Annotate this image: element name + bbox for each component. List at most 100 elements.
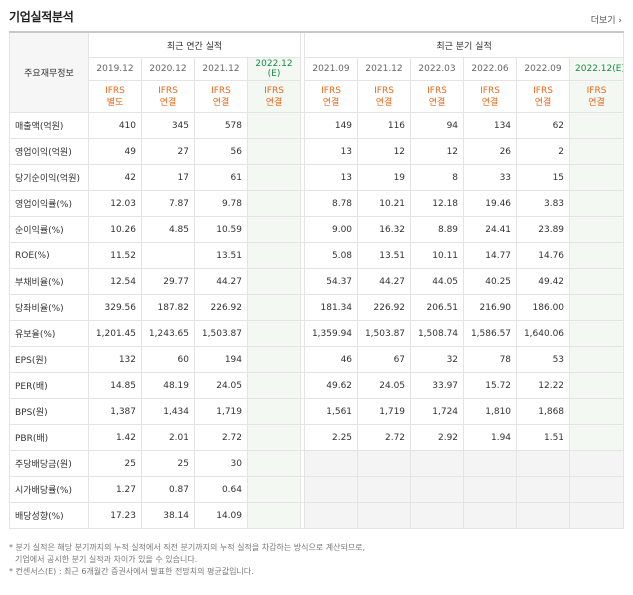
table-row: PER(배) 14.85 48.19 24.05 49.62 24.05 33.97 15.7…: [9, 372, 625, 399]
quarterly-value: 2: [516, 138, 571, 165]
annual-value: 410: [88, 112, 142, 139]
annual-value: 25: [88, 450, 142, 477]
quarterly-value: 206.51: [410, 294, 465, 321]
table-row: 영업이익(억원) 49 27 56 13 12 12 26 2: [9, 138, 625, 165]
quarterly-value: 23.89: [516, 216, 571, 243]
annual-value: [246, 502, 302, 529]
quarterly-value: 12.22: [516, 372, 571, 399]
more-link[interactable]: 더보기 ›: [590, 16, 622, 26]
standard-header: IFRS 연결: [463, 80, 518, 113]
quarterly-value: 94: [410, 112, 465, 139]
table-row: 유보율(%) 1,201.45 1,243.65 1,503.87 1,359.94 1,…: [9, 320, 625, 347]
quarterly-empty-cell: [463, 476, 518, 503]
standard-label: IFRS: [158, 85, 178, 96]
corner-header: 주요재무정보: [9, 31, 89, 113]
period-row: 2019.12 2020.12 2021.12 2022.12 (E) 2021.09 20…: [10, 57, 625, 81]
quarterly-empty-cell: [410, 502, 465, 529]
standard-label: IFRS: [211, 85, 231, 96]
row-label: 부채비율(%): [9, 268, 89, 295]
standard-label: IFRS: [480, 85, 500, 96]
annual-value: 44.27: [194, 268, 248, 295]
annual-value: 38.14: [141, 502, 195, 529]
consolidation-label: 연결: [159, 97, 177, 108]
quarterly-empty-cell: [304, 450, 359, 477]
annual-value: 578: [194, 112, 248, 139]
quarterly-value: [569, 242, 625, 269]
annual-value: [246, 242, 302, 269]
annual-value: [246, 372, 302, 399]
period-header: 2022.06: [463, 57, 518, 81]
quarterly-value: 181.34: [304, 294, 359, 321]
table-row: 영업이익률(%) 12.03 7.87 9.78 8.78 10.21 12.18 19.46…: [9, 190, 625, 217]
consolidation-label: 연결: [212, 97, 230, 108]
standard-label: IFRS: [374, 85, 394, 96]
row-label: ROE(%): [9, 242, 89, 269]
quarterly-value: 33: [463, 164, 518, 191]
row-label: 당좌비율(%): [9, 294, 89, 321]
quarterly-value: [569, 216, 625, 243]
period-header: 2022.12(E): [569, 57, 625, 81]
table-row: 순이익률(%) 10.26 4.85 10.59 9.00 16.32 8.89 24.41 2…: [9, 216, 625, 243]
quarterly-value: 1,586.57: [463, 320, 518, 347]
period-header: 2021.09: [304, 57, 359, 81]
quarterly-value: 78: [463, 346, 518, 373]
quarterly-value: 8.89: [410, 216, 465, 243]
annual-value: 56: [194, 138, 248, 165]
quarterly-value: 44.27: [357, 268, 412, 295]
quarterly-value: 226.92: [357, 294, 412, 321]
quarterly-value: 2.92: [410, 424, 465, 451]
row-label: PER(배): [9, 372, 89, 399]
standard-label: IFRS: [264, 85, 284, 96]
row-label: 시가배당률(%): [9, 476, 89, 503]
quarterly-value: 1,640.06: [516, 320, 571, 347]
quarterly-empty-cell: [357, 502, 412, 529]
annual-value: 1,434: [141, 398, 195, 425]
annual-value: [246, 450, 302, 477]
quarterly-empty-cell: [516, 502, 571, 529]
annual-value: [246, 346, 302, 373]
quarterly-value: 116: [357, 112, 412, 139]
quarterly-value: 9.00: [304, 216, 359, 243]
annual-value: 2.01: [141, 424, 195, 451]
quarterly-empty-cell: [357, 476, 412, 503]
annual-value: 1,503.87: [194, 320, 248, 347]
quarterly-value: 13.51: [357, 242, 412, 269]
quarterly-value: 1,810: [463, 398, 518, 425]
quarterly-value: 14.77: [463, 242, 518, 269]
table-row: 시가배당률(%) 1.27 0.87 0.64: [9, 476, 625, 503]
annual-value: 329.56: [88, 294, 142, 321]
annual-value: [141, 242, 195, 269]
quarterly-value: 2.72: [357, 424, 412, 451]
consolidation-label: 연결: [534, 97, 552, 108]
table-row: BPS(원) 1,387 1,434 1,719 1,561 1,719 1,724 1,81…: [9, 398, 625, 425]
period-label: 2021.12: [365, 64, 403, 74]
quarterly-value: 40.25: [463, 268, 518, 295]
standard-label: IFRS: [427, 85, 447, 96]
period-header: 2022.09: [516, 57, 571, 81]
table-row: PBR(배) 1.42 2.01 2.72 2.25 2.72 2.92 1.94 1.51: [9, 424, 625, 451]
annual-value: 1.42: [88, 424, 142, 451]
annual-value: [246, 216, 302, 243]
row-label: BPS(원): [9, 398, 89, 425]
annual-value: [246, 138, 302, 165]
table-body: 매출액(억원) 410 345 578 149 116 94 134 62 영업이익(억원) 49 2…: [9, 112, 625, 529]
consolidation-label: 연결: [265, 97, 283, 108]
annual-value: [246, 294, 302, 321]
period-label: 2022.09: [524, 64, 562, 74]
annual-value: 49: [88, 138, 142, 165]
annual-value: 14.09: [194, 502, 248, 529]
quarterly-value: [569, 346, 625, 373]
quarterly-empty-cell: [516, 476, 571, 503]
quarterly-value: 10.11: [410, 242, 465, 269]
annual-value: [246, 398, 302, 425]
quarterly-value: [569, 112, 625, 139]
quarterly-value: 12.18: [410, 190, 465, 217]
annual-value: 12.54: [88, 268, 142, 295]
table-row: 배당성향(%) 17.23 38.14 14.09: [9, 502, 625, 529]
period-label: 2022.06: [471, 64, 509, 74]
annual-value: 1.27: [88, 476, 142, 503]
quarterly-value: [569, 372, 625, 399]
annual-value: [246, 164, 302, 191]
quarterly-value: 13: [304, 138, 359, 165]
quarterly-value: 33.97: [410, 372, 465, 399]
